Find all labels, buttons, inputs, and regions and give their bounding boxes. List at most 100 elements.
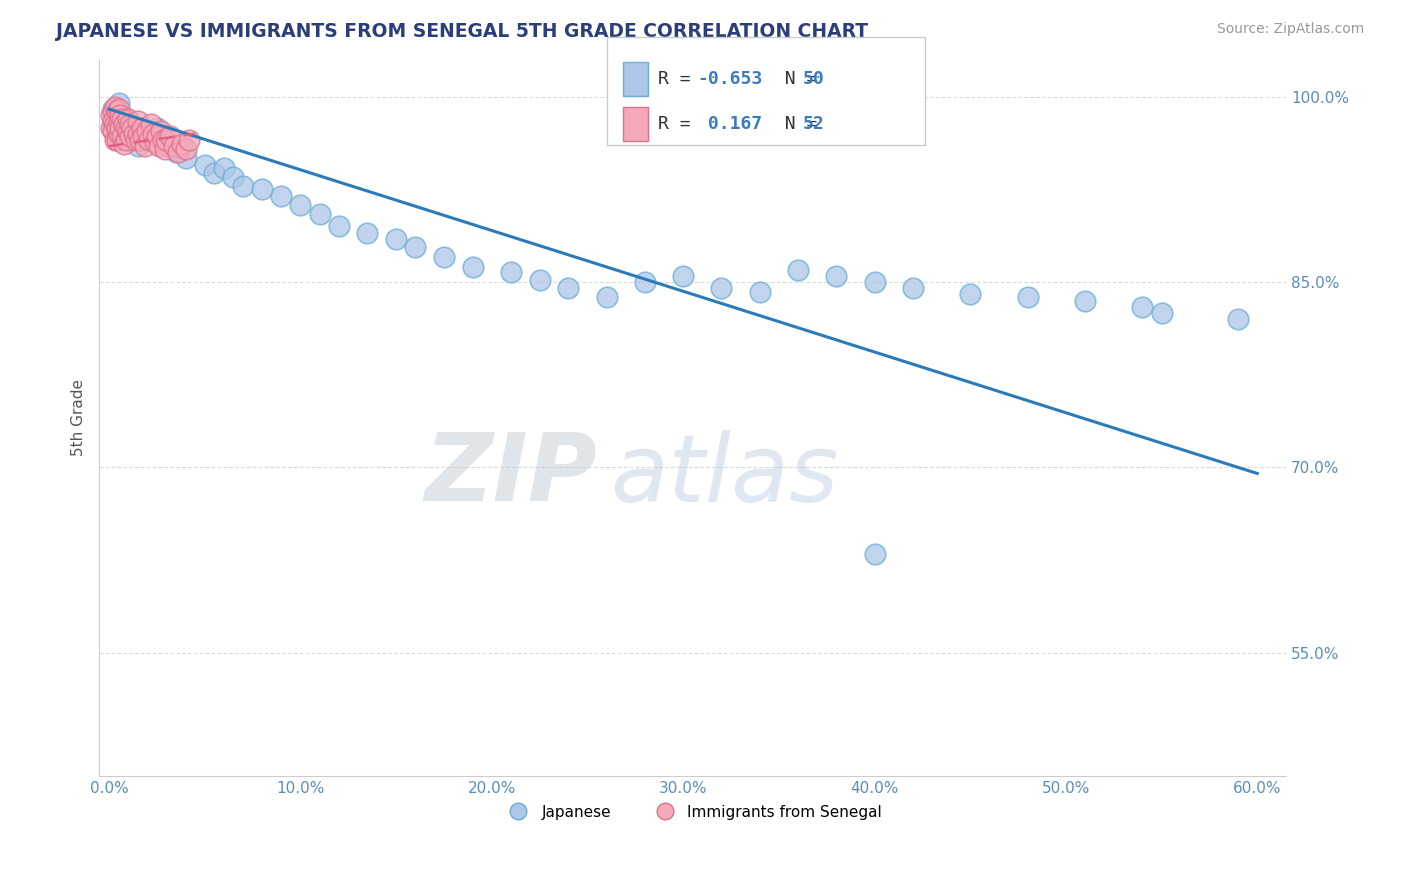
Text: R =: R = bbox=[658, 70, 702, 88]
Point bbox=[152, 133, 174, 147]
Point bbox=[115, 133, 138, 147]
Text: atlas: atlas bbox=[610, 430, 838, 521]
Point bbox=[110, 114, 132, 128]
Point bbox=[127, 127, 149, 141]
Point bbox=[155, 139, 177, 153]
Point bbox=[104, 133, 127, 147]
Point bbox=[131, 120, 153, 135]
Point bbox=[105, 104, 128, 119]
Point bbox=[153, 142, 176, 156]
Point bbox=[174, 142, 197, 156]
Point bbox=[499, 265, 522, 279]
Text: JAPANESE VS IMMIGRANTS FROM SENEGAL 5TH GRADE CORRELATION CHART: JAPANESE VS IMMIGRANTS FROM SENEGAL 5TH … bbox=[56, 22, 869, 41]
Point bbox=[787, 262, 810, 277]
Point bbox=[115, 120, 138, 135]
Text: N =: N = bbox=[763, 70, 828, 88]
Point bbox=[101, 114, 124, 128]
Text: Source: ZipAtlas.com: Source: ZipAtlas.com bbox=[1216, 22, 1364, 37]
Point bbox=[104, 99, 127, 113]
Point bbox=[155, 133, 177, 147]
Point bbox=[149, 124, 172, 138]
Text: -0.653: -0.653 bbox=[697, 70, 762, 88]
Point bbox=[112, 127, 135, 141]
Point bbox=[356, 226, 378, 240]
Point bbox=[104, 117, 127, 131]
Text: N =: N = bbox=[763, 115, 828, 133]
Text: ZIP: ZIP bbox=[425, 429, 598, 521]
Point bbox=[143, 136, 166, 150]
Text: 0.167: 0.167 bbox=[697, 115, 762, 133]
Point bbox=[179, 133, 201, 147]
Point bbox=[121, 120, 143, 135]
Point bbox=[308, 207, 330, 221]
Point bbox=[104, 108, 127, 122]
Point bbox=[104, 120, 127, 135]
Point bbox=[138, 133, 160, 147]
Point bbox=[142, 127, 165, 141]
Point bbox=[110, 108, 132, 122]
Point bbox=[174, 152, 197, 166]
Point bbox=[863, 275, 886, 289]
Point bbox=[111, 108, 134, 122]
Point bbox=[136, 124, 159, 138]
Point bbox=[146, 120, 169, 135]
Point bbox=[101, 104, 124, 119]
Point bbox=[107, 95, 129, 110]
Text: R =: R = bbox=[658, 115, 702, 133]
Point bbox=[112, 117, 135, 131]
Point bbox=[959, 287, 981, 301]
Point bbox=[222, 169, 245, 184]
Point bbox=[107, 102, 129, 116]
Point bbox=[270, 188, 292, 202]
Point bbox=[146, 129, 169, 144]
Point bbox=[112, 136, 135, 151]
Point bbox=[105, 133, 128, 147]
Point bbox=[385, 232, 408, 246]
Point bbox=[634, 275, 657, 289]
Point bbox=[250, 182, 273, 196]
Point bbox=[100, 120, 122, 135]
Point bbox=[1150, 306, 1173, 320]
Point bbox=[111, 129, 134, 144]
Point bbox=[134, 139, 156, 153]
Point bbox=[118, 129, 141, 144]
Point bbox=[148, 139, 170, 153]
Point bbox=[863, 547, 886, 561]
Point bbox=[404, 240, 426, 254]
Point bbox=[127, 139, 149, 153]
Point bbox=[194, 158, 217, 172]
Point bbox=[100, 108, 122, 122]
Point bbox=[1017, 290, 1039, 304]
Point bbox=[132, 129, 155, 144]
Point bbox=[107, 114, 129, 128]
Legend: Japanese, Immigrants from Senegal: Japanese, Immigrants from Senegal bbox=[498, 798, 889, 826]
Point bbox=[136, 133, 159, 147]
Point bbox=[290, 198, 312, 212]
Point bbox=[118, 117, 141, 131]
Point bbox=[1132, 300, 1154, 314]
Point bbox=[163, 139, 186, 153]
Point bbox=[232, 178, 254, 193]
Point bbox=[529, 272, 551, 286]
Point bbox=[212, 161, 235, 176]
Point bbox=[328, 219, 350, 234]
Point bbox=[167, 145, 190, 160]
Point bbox=[1227, 312, 1250, 326]
Point bbox=[117, 124, 139, 138]
Point bbox=[117, 120, 139, 135]
Point bbox=[433, 250, 456, 264]
Point bbox=[101, 124, 124, 138]
Point bbox=[595, 290, 617, 304]
Point bbox=[202, 166, 225, 180]
Point bbox=[127, 114, 149, 128]
Point bbox=[159, 129, 181, 144]
Y-axis label: 5th Grade: 5th Grade bbox=[72, 379, 86, 457]
Point bbox=[122, 127, 145, 141]
Point bbox=[125, 133, 148, 147]
Point bbox=[107, 127, 129, 141]
Point bbox=[128, 133, 150, 147]
Point bbox=[111, 112, 134, 126]
Point bbox=[170, 136, 193, 151]
Point bbox=[165, 145, 187, 160]
Point bbox=[825, 268, 848, 283]
